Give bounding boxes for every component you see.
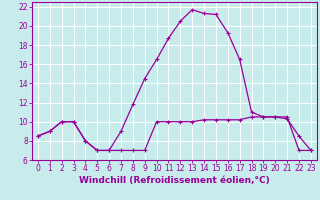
- X-axis label: Windchill (Refroidissement éolien,°C): Windchill (Refroidissement éolien,°C): [79, 176, 270, 185]
